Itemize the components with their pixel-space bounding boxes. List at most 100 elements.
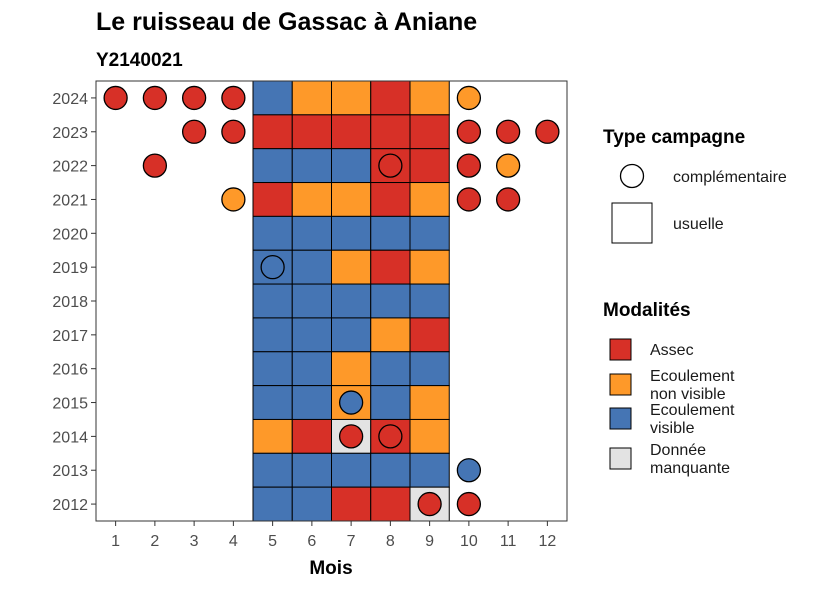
legend-campaign-title: Type campagne: [603, 127, 745, 148]
cell-2018-6: [291, 283, 332, 319]
y-tick-2020: 2020: [52, 226, 88, 243]
chart-title: Le ruisseau de Gassac à Aniane: [96, 8, 477, 36]
complementaire-points: [103, 85, 560, 517]
point-2024-3: [181, 85, 207, 111]
cell-2017-6: [291, 317, 332, 353]
cell-2022-9: [409, 148, 450, 184]
cell-2020-5: [252, 215, 293, 251]
point-2022-11: [495, 153, 521, 178]
cell-2014-6: [291, 418, 332, 454]
y-tick-2018: 2018: [52, 294, 88, 311]
legend-key-ecoulement-visible: [609, 407, 632, 430]
cell-2013-6: [291, 452, 332, 488]
legend-key-donnee-manquante: [609, 447, 632, 470]
cell-2019-9: [409, 249, 450, 285]
legend-modalities-title: Modalités: [603, 300, 691, 321]
cell-2020-9: [409, 215, 450, 251]
legend-label-complementaire: complémentaire: [673, 169, 787, 186]
y-tick-2012: 2012: [52, 497, 88, 514]
cell-2012-8: [370, 486, 411, 522]
point-2023-11: [495, 119, 521, 144]
y-tick-2015: 2015: [52, 396, 88, 413]
cell-2017-7: [331, 317, 372, 353]
legend-circle-key: [619, 163, 645, 189]
x-tick-3: 3: [190, 533, 199, 550]
cell-2018-9: [409, 283, 450, 319]
cell-2012-5: [252, 486, 293, 522]
point-2024-10: [456, 85, 482, 111]
chart-subtitle: Y2140021: [96, 50, 183, 71]
cell-2020-8: [370, 215, 411, 251]
cell-2016-8: [370, 351, 411, 387]
point-2014-8: [378, 424, 403, 449]
y-tick-2019: 2019: [52, 260, 88, 277]
cell-2018-8: [370, 283, 411, 319]
cell-2020-7: [331, 215, 372, 251]
cell-2016-9: [409, 351, 450, 387]
cell-2015-5: [252, 385, 293, 420]
cell-2013-7: [331, 452, 372, 488]
y-tick-2024: 2024: [52, 91, 88, 108]
cell-2014-9: [409, 418, 450, 454]
cell-2022-6: [291, 148, 332, 184]
cell-2018-7: [331, 283, 372, 319]
legend-label-assec-line-1: Assec: [650, 342, 694, 359]
legend-label-donnee-manquante-line-1: Donnée: [650, 442, 706, 459]
x-tick-1: 1: [111, 533, 120, 550]
x-tick-8: 8: [386, 533, 395, 550]
point-2024-2: [142, 85, 168, 111]
legend-key-assec: [609, 338, 632, 361]
cell-2022-7: [331, 148, 372, 184]
cell-2023-9: [409, 114, 450, 150]
cell-2024-7: [331, 80, 372, 116]
cell-2023-8: [370, 114, 411, 150]
point-2023-10: [456, 119, 482, 144]
x-tick-2: 2: [150, 533, 159, 550]
cell-2024-5: [252, 80, 293, 116]
x-tick-9: 9: [425, 533, 434, 550]
x-tick-7: 7: [347, 533, 356, 550]
point-2023-4: [221, 119, 246, 144]
cell-2016-5: [252, 351, 293, 387]
x-tick-12: 12: [538, 533, 556, 550]
legend-label-ecoulement-visible-line-2: visible: [650, 420, 695, 437]
x-axis: 1 2 3 4 5 6 7 8 9 10 11 12: [111, 521, 556, 550]
cell-2016-7: [331, 351, 372, 387]
x-tick-10: 10: [460, 533, 478, 550]
y-tick-2017: 2017: [52, 328, 88, 345]
cell-2023-6: [291, 114, 332, 150]
point-2013-10: [456, 458, 482, 483]
point-2014-7: [338, 424, 364, 449]
cell-2024-8: [370, 80, 411, 116]
legend: Type campagne complémentaire usuelle Modali…: [603, 127, 787, 477]
cell-2021-6: [291, 182, 332, 217]
point-2012-9: [417, 491, 442, 517]
cell-2021-7: [331, 182, 372, 217]
y-tick-2021: 2021: [52, 192, 88, 209]
usuelle-cells: [252, 80, 450, 522]
point-2019-5: [260, 255, 285, 280]
legend-label-ecoulement-visible-line-1: Ecoulement: [650, 402, 735, 419]
cell-2014-5: [252, 418, 293, 454]
cell-2015-6: [291, 385, 332, 420]
x-tick-11: 11: [500, 533, 517, 550]
cell-2019-8: [370, 249, 411, 285]
cell-2021-8: [370, 182, 411, 217]
cell-2015-8: [370, 385, 411, 420]
point-2022-10: [456, 153, 482, 178]
cell-2015-9: [409, 385, 450, 420]
x-tick-5: 5: [268, 533, 277, 550]
cell-2020-6: [291, 215, 332, 251]
point-2023-3: [181, 119, 207, 144]
cell-2013-9: [409, 452, 450, 488]
point-2021-4: [221, 187, 246, 212]
point-2023-12: [535, 119, 560, 144]
legend-square-key: [611, 202, 653, 244]
cell-2019-6: [291, 249, 332, 285]
x-tick-4: 4: [229, 533, 238, 550]
point-2024-4: [221, 85, 246, 111]
cell-2017-5: [252, 317, 293, 353]
legend-label-ecoulement-non-visible-line-1: Ecoulement: [650, 368, 735, 385]
y-tick-2013: 2013: [52, 463, 88, 480]
